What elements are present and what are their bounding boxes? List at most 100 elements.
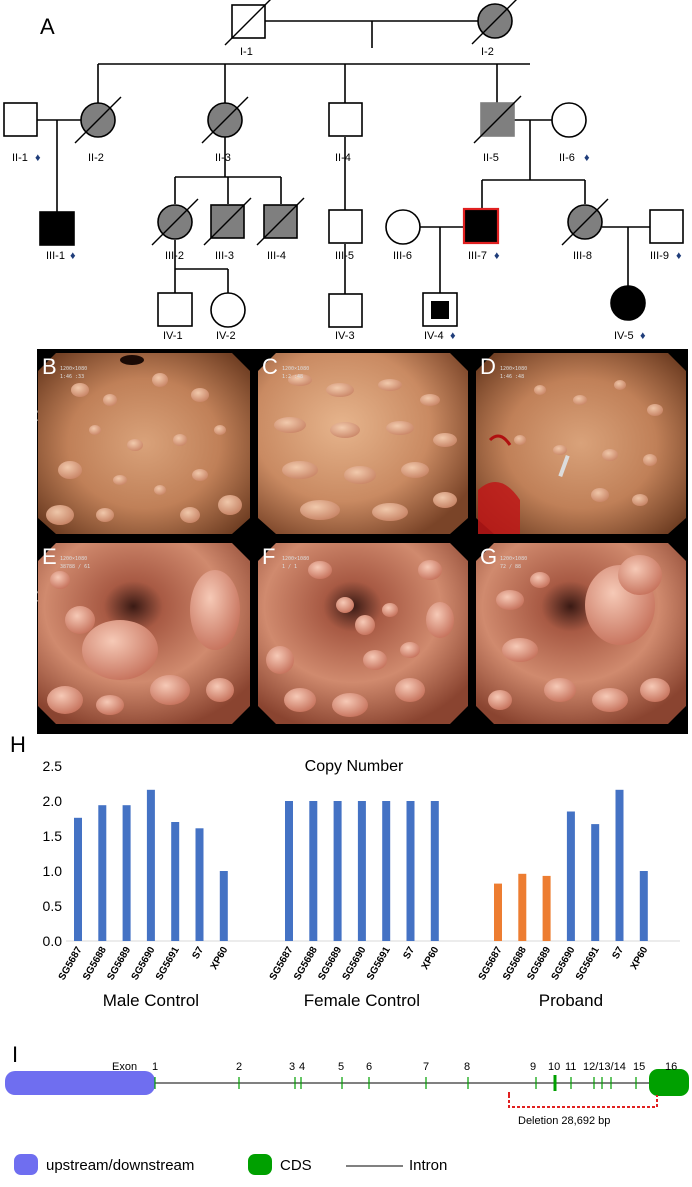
exon-number-label: 11 xyxy=(565,1061,576,1073)
exon-12-mark xyxy=(593,1077,595,1089)
svg-text:1 / 1: 1 / 1 xyxy=(282,564,297,570)
exon-14-mark xyxy=(610,1077,612,1089)
bar-female-control-sg5691 xyxy=(382,801,391,941)
bar-male-control-sg5691 xyxy=(171,822,180,941)
exon-9-mark xyxy=(535,1077,537,1089)
exon-number-label: 10 xyxy=(548,1061,560,1073)
pedigree-individual-iii5: III-5 xyxy=(328,209,363,262)
svg-text:II-6: II-6 xyxy=(559,152,575,164)
svg-text:38788 / 61: 38788 / 61 xyxy=(60,564,90,570)
pedigree-individual-iv4: IV-4 ♦ xyxy=(422,292,458,340)
bar-proband-sg5691 xyxy=(591,824,600,941)
bar-female-control-sg5688 xyxy=(309,801,318,941)
pedigree-individual-ii6: II-6 ♦ xyxy=(551,102,590,164)
svg-text:III-2: III-2 xyxy=(165,250,184,262)
bar-female-control-sg5689 xyxy=(333,801,342,941)
exon-1-mark xyxy=(154,1077,156,1089)
group-label: Female Control xyxy=(304,991,420,1010)
bar-proband-sg5689 xyxy=(542,875,551,941)
pedigree-individual-ii2: II-2 xyxy=(74,96,122,164)
svg-text:1200×1080: 1200×1080 xyxy=(60,366,87,372)
exon-3-mark xyxy=(294,1077,296,1089)
bar-proband-xp60 xyxy=(639,871,648,941)
exon-11-mark xyxy=(570,1077,572,1089)
sequenced-marker: ♦ xyxy=(676,250,682,262)
exon-13-mark xyxy=(601,1077,603,1089)
sequenced-marker: ♦ xyxy=(70,250,76,262)
sequenced-marker: ♦ xyxy=(35,152,41,164)
x-tick-label: SG5691 xyxy=(154,945,182,983)
endoscopy-image-e: 1200×1080 38788 / 61 E xyxy=(38,543,250,724)
pedigree-individual-iii1: III-1 ♦ xyxy=(39,211,76,262)
y-tick-label: 2.0 xyxy=(43,793,63,809)
svg-text:CDS: CDS xyxy=(280,1157,312,1174)
svg-text:IV-3: IV-3 xyxy=(335,330,355,340)
legend-item-intron: Intron xyxy=(346,1157,447,1174)
pedigree-panel: A xyxy=(3,0,684,340)
gastroscopy-label: Gastroscopy xyxy=(21,405,38,495)
panel-letter-h: H xyxy=(10,732,26,757)
pedigree-individual-iv3: IV-3 xyxy=(328,293,363,340)
pedigree-individual-iii9: III-9 ♦ xyxy=(649,209,684,262)
pedigree-individual-ii5: II-5 xyxy=(473,95,522,164)
x-tick-label: S7 xyxy=(610,945,626,961)
x-tick-label: SG5691 xyxy=(365,945,393,983)
sequenced-marker: ♦ xyxy=(640,330,646,340)
group-label: Proband xyxy=(539,991,603,1010)
exon-number-label: 5 xyxy=(338,1061,344,1073)
legend: upstream/downstream CDS Intron xyxy=(14,1154,447,1175)
svg-text:IV-2: IV-2 xyxy=(216,330,236,340)
exon-number-label: 15 xyxy=(633,1061,645,1073)
pedigree-individual-iv5: IV-5 ♦ xyxy=(610,285,646,340)
exon-6-mark xyxy=(368,1077,370,1089)
svg-text:IV-5: IV-5 xyxy=(614,330,634,340)
bar-female-control-xp60 xyxy=(430,801,439,941)
svg-text:Intron: Intron xyxy=(409,1157,447,1174)
exon-number-label: 12/13/14 xyxy=(583,1061,626,1073)
deletion-label: Deletion 28,692 bp xyxy=(518,1115,610,1127)
exon-number-label: 16 xyxy=(665,1061,677,1073)
pedigree-individual-i1: I-1 xyxy=(224,0,271,58)
exon-number-label: 8 xyxy=(464,1061,470,1073)
exon-8-mark xyxy=(467,1077,469,1089)
copy-number-chart: H Copy Number 0.00.51.01.52.02.5 SG5687S… xyxy=(10,732,680,1010)
pedigree-individual-iii7-proband: III-7 ♦ xyxy=(462,207,500,262)
chart-title: Copy Number xyxy=(305,758,404,775)
endoscopy-panel: Gastroscopy Colonoscopy 1200×1080 1:46 :… xyxy=(21,349,688,734)
svg-text:III-8: III-8 xyxy=(573,250,592,262)
exon-5-mark xyxy=(341,1077,343,1089)
endoscopy-image-g: 1200×1080 72 / 88 G xyxy=(476,543,686,724)
exon-number-label: 2 xyxy=(236,1061,242,1073)
bar-male-control-xp60 xyxy=(219,871,228,941)
svg-text:1200×1080: 1200×1080 xyxy=(500,366,527,372)
upstream-block xyxy=(5,1071,155,1095)
x-tick-label: S7 xyxy=(401,945,417,961)
bar-female-control-s7 xyxy=(406,801,415,941)
bar-proband-sg5687 xyxy=(494,883,502,941)
svg-text:III-6: III-6 xyxy=(393,250,412,262)
y-tick-label: 2.5 xyxy=(43,758,63,774)
svg-text:1:46 :48: 1:46 :48 xyxy=(500,374,524,380)
exon-number-label: 7 xyxy=(423,1061,429,1073)
svg-text:III-7: III-7 xyxy=(468,250,487,262)
sequenced-marker: ♦ xyxy=(450,330,456,340)
bar-female-control-sg5687 xyxy=(285,801,293,941)
bar-male-control-sg5688 xyxy=(98,805,107,941)
x-tick-label: XP60 xyxy=(209,945,231,972)
legend-item-upstream: upstream/downstream xyxy=(14,1154,194,1175)
svg-text:F: F xyxy=(262,544,275,569)
exon-number-label: 1 xyxy=(152,1061,158,1073)
exon-number-label: 3 xyxy=(289,1061,295,1073)
exon-number-label: 4 xyxy=(299,1061,305,1073)
pedigree-individual-iii8: III-8 xyxy=(561,198,609,262)
pedigree-individual-ii3: II-3 xyxy=(201,96,249,164)
svg-text:1200×1080: 1200×1080 xyxy=(500,556,527,562)
exon-number-label: 9 xyxy=(530,1061,536,1073)
svg-text:II-5: II-5 xyxy=(483,152,499,164)
endoscopy-image-d: 1200×1080 1:46 :48 D xyxy=(476,353,686,534)
svg-text:III-4: III-4 xyxy=(267,250,286,262)
svg-text:II-1: II-1 xyxy=(12,152,28,164)
svg-text:1200×1080: 1200×1080 xyxy=(282,366,309,372)
pedigree-individual-ii4: II-4 xyxy=(328,102,363,164)
exon-heading: Exon xyxy=(112,1061,137,1073)
